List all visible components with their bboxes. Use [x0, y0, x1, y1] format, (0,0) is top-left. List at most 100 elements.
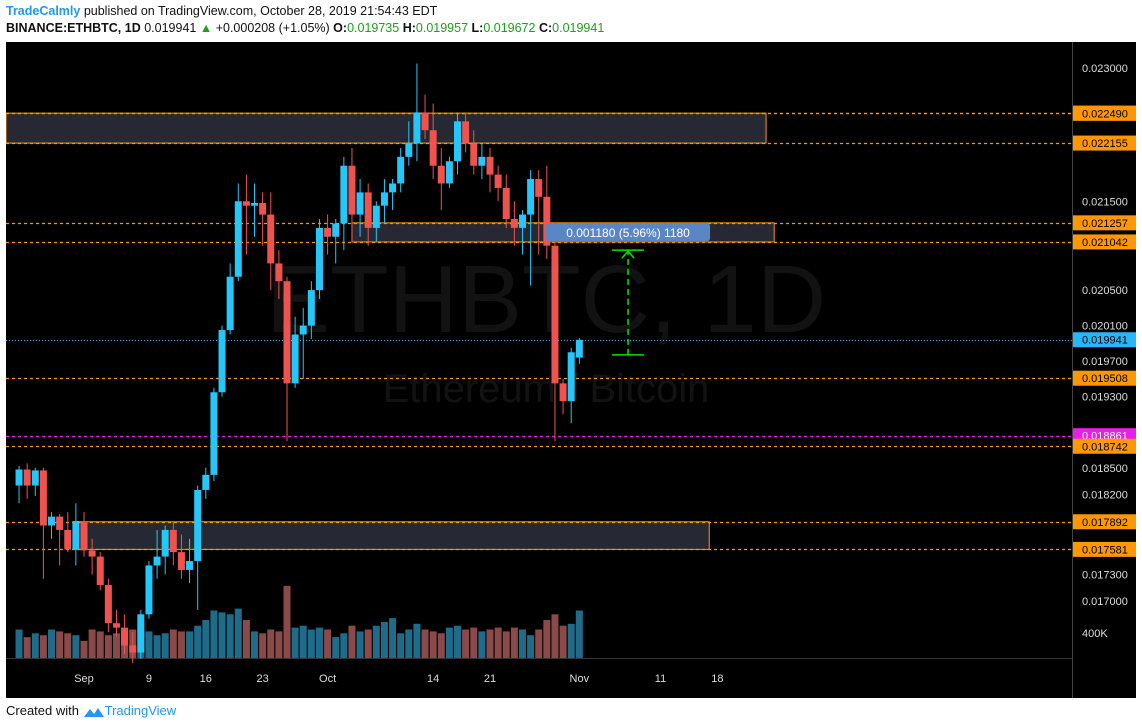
candle-body [494, 174, 502, 188]
volume-bar [486, 629, 494, 658]
volume-bar [380, 621, 388, 658]
volume-bar [445, 627, 453, 658]
candle-body [137, 614, 145, 653]
volume-bar [502, 631, 510, 658]
volume-bar [429, 631, 437, 658]
candle-body [210, 392, 218, 475]
volume-bar [437, 633, 445, 658]
level-tag-bg [1073, 105, 1136, 121]
level-tag-bg [1073, 438, 1136, 454]
candle-body [356, 192, 364, 215]
candle-body [31, 470, 39, 486]
x-tick-label: 11 [655, 673, 666, 685]
x-tick-label: 21 [484, 673, 496, 685]
candle-body [348, 165, 356, 215]
candle-body [145, 565, 153, 615]
tradingview-logo-icon [83, 708, 104, 717]
y-tick-label: 0.020100 [1082, 321, 1128, 333]
last-price-tag: 0.019941 [1082, 335, 1128, 347]
volume-bar [194, 625, 202, 658]
candle-body [186, 561, 194, 570]
candle-body [177, 552, 185, 570]
candle-body [153, 556, 161, 566]
candle-body [510, 219, 518, 228]
candle-body [575, 339, 583, 358]
level-tag: 0.022490 [1082, 108, 1128, 120]
candle-body [129, 645, 137, 653]
volume-bar [145, 631, 153, 658]
candle-body [234, 201, 242, 277]
volume-bar [324, 629, 332, 658]
candle-body [429, 130, 437, 166]
volume-bar [112, 633, 120, 658]
volume-bar [259, 633, 267, 658]
close-label: C: [538, 21, 553, 35]
volume-bar [332, 637, 340, 658]
y-tick-label: 0.021500 [1082, 196, 1128, 208]
volume-bar [470, 627, 478, 658]
candle-body [161, 529, 169, 557]
candle-body [462, 121, 470, 144]
level-tag: 0.021042 [1082, 237, 1128, 249]
candle-body [88, 550, 96, 557]
created-with-text: Created with [6, 703, 79, 718]
volume-bar [315, 627, 323, 658]
candle-body [470, 143, 478, 166]
tradingview-brand[interactable]: TradingView [104, 703, 177, 718]
volume-bar [234, 608, 242, 658]
candle-body [242, 201, 250, 206]
level-tag-bg [1073, 541, 1136, 557]
candle-body [372, 205, 380, 228]
level-tag: 0.017892 [1082, 517, 1128, 529]
open-value: 0.019735 [347, 21, 400, 35]
x-tick-label: Nov [570, 673, 590, 685]
candle-body [559, 383, 567, 402]
candle-body [535, 179, 543, 197]
level-tag: 0.019508 [1082, 373, 1128, 385]
volume-bar [153, 635, 161, 658]
volume-bar [39, 635, 47, 658]
watermark-symbol: ETHBTC, 1D [266, 246, 826, 353]
candle-body [502, 187, 510, 220]
volume-bar [251, 631, 259, 658]
symbol-line: BINANCE:ETHBTC, 1D 0.019941 ▲ +0.000208 … [6, 21, 604, 35]
candle-body [56, 516, 64, 530]
candle-body [64, 529, 72, 550]
candle-body [121, 627, 129, 646]
candle-body [405, 143, 413, 157]
volume-bar [80, 640, 88, 658]
candle-body [283, 281, 291, 384]
price-axis-panel [1072, 42, 1136, 698]
candle-body [437, 165, 445, 184]
x-tick-label: 9 [146, 673, 152, 685]
volume-bar [421, 629, 429, 658]
volume-bar [31, 633, 39, 658]
level-tag: 0.022155 [1082, 138, 1128, 150]
volume-bar [551, 614, 559, 658]
candle-body [478, 156, 486, 166]
volume-bar [15, 629, 23, 658]
price-chart[interactable]: ETHBTC, 1D Ethereum / Bitcoin 0.001180 (5.… [6, 42, 1136, 698]
candle-body [299, 325, 307, 335]
volume-bar [372, 625, 380, 658]
volume-tick-label: 400K [1082, 628, 1108, 640]
volume-bar [397, 633, 405, 658]
candle-body [567, 352, 575, 402]
candle-body [421, 112, 429, 131]
volume-bar [186, 631, 194, 658]
candle-body [315, 227, 323, 291]
volume-bar [567, 623, 575, 658]
author-name[interactable]: TradeCalmly [6, 4, 81, 18]
candle-body [543, 196, 551, 246]
measure-label-box [546, 223, 711, 242]
candle-body [291, 334, 299, 384]
candle-body [169, 529, 177, 553]
volume-bar [356, 631, 364, 658]
volume-bar [104, 635, 112, 658]
candle-body [340, 165, 348, 224]
low-value: 0.019672 [483, 21, 536, 35]
level-tag: 0.017581 [1082, 544, 1128, 556]
volume-bar [177, 631, 185, 658]
volume-bar [510, 627, 518, 658]
candle-body [226, 276, 234, 331]
